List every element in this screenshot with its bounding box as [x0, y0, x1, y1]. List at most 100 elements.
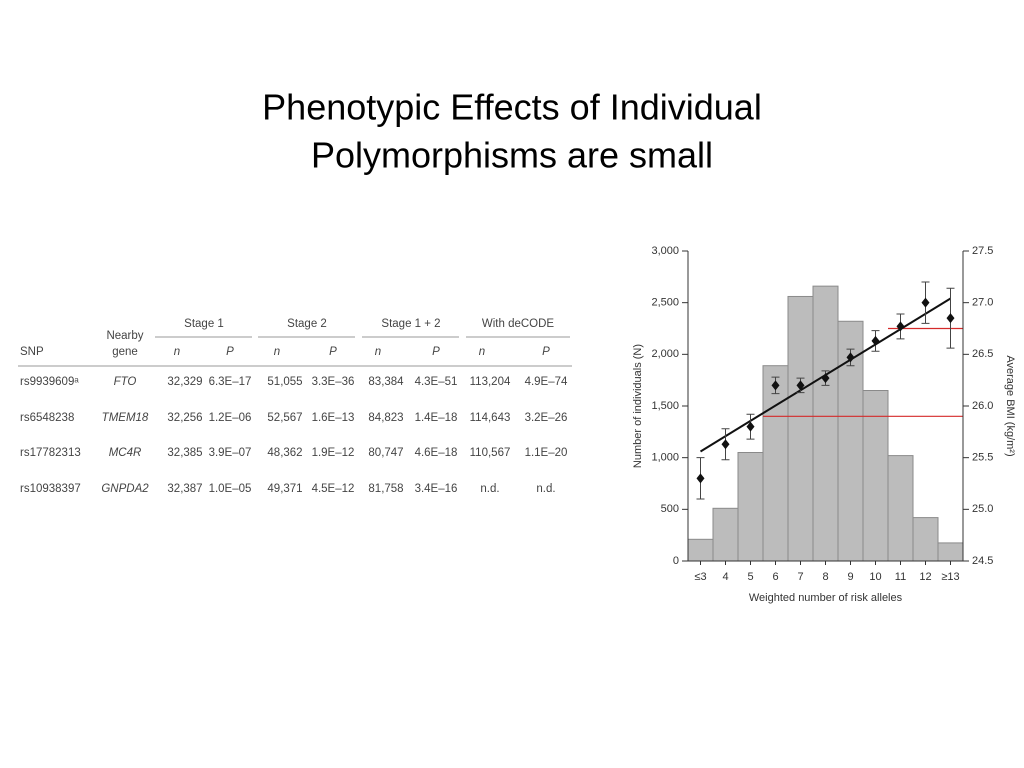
bmi-point	[846, 352, 855, 363]
x-tick-label: 6	[772, 571, 778, 583]
slide-title: Phenotypic Effects of Individual	[262, 87, 762, 128]
value-cell: 4.5E–12	[312, 483, 355, 495]
sub-header: P	[432, 346, 440, 358]
value-cell: 6.3E–17	[209, 376, 252, 388]
slide-title: Polymorphisms are small	[311, 135, 713, 176]
gene-cell: MC4R	[109, 447, 142, 459]
x-tick-label: 9	[847, 571, 853, 583]
y2-tick-label: 25.5	[972, 452, 993, 464]
value-cell: 84,823	[368, 412, 403, 424]
y2-tick-label: 25.0	[972, 503, 993, 515]
value-cell: 1.9E–12	[312, 447, 355, 459]
y2-axis-label: Average BMI (kg/m²)	[1004, 355, 1016, 456]
value-cell: 32,256	[167, 412, 202, 424]
bmi-point	[871, 335, 880, 346]
group-header: Stage 2	[287, 318, 327, 330]
value-cell: 113,204	[470, 376, 511, 388]
value-cell: 3.9E–07	[209, 447, 252, 459]
x-tick-label: 8	[822, 571, 828, 583]
bar	[737, 452, 764, 562]
gene-cell: GNPDA2	[101, 483, 149, 495]
bmi-point	[721, 439, 730, 450]
value-cell: 1.1E–20	[525, 447, 568, 459]
x-tick-label: 4	[722, 571, 728, 583]
sub-header: n	[375, 346, 381, 358]
value-cell: 110,567	[470, 447, 511, 459]
value-cell: 51,055	[267, 376, 302, 388]
y2-tick-label: 24.5	[972, 555, 993, 567]
value-cell: 114,643	[470, 412, 511, 424]
y-tick-label: 500	[661, 503, 679, 515]
value-cell: 4.6E–18	[415, 447, 458, 459]
value-cell: 81,758	[368, 483, 403, 495]
value-cell: 32,387	[167, 483, 202, 495]
snp-cell: rs6548238	[20, 412, 74, 424]
bar	[687, 538, 714, 562]
bmi-point	[946, 313, 955, 324]
value-cell: 80,747	[368, 447, 403, 459]
value-cell: 1.0E–05	[209, 483, 252, 495]
value-cell: 1.6E–13	[312, 412, 355, 424]
value-cell: 3.4E–16	[415, 483, 458, 495]
bar	[887, 455, 914, 562]
value-cell: 32,385	[167, 447, 202, 459]
value-cell: 4.9E–74	[525, 376, 568, 388]
y2-tick-label: 26.0	[972, 400, 993, 412]
value-cell: 3.3E–36	[312, 376, 355, 388]
column-header: Nearby	[106, 330, 143, 342]
sub-header: n	[479, 346, 485, 358]
snp-cell: rs9939609ᵃ	[20, 376, 79, 388]
x-tick-label: 5	[747, 571, 753, 583]
bmi-point	[771, 380, 780, 391]
bmi-point	[921, 297, 930, 308]
snp-cell: rs10938397	[20, 483, 81, 495]
value-cell: n.d.	[480, 483, 499, 495]
bar	[937, 542, 964, 562]
y-tick-label: 1,000	[651, 452, 679, 464]
bmi-point	[896, 321, 905, 332]
value-cell: n.d.	[536, 483, 555, 495]
x-tick-label: 10	[869, 571, 881, 583]
bar	[787, 295, 814, 562]
value-cell: 32,329	[167, 376, 202, 388]
y-tick-label: 2,500	[651, 297, 679, 309]
sub-header: n	[274, 346, 280, 358]
sub-header: P	[226, 346, 234, 358]
y2-tick-label: 26.5	[972, 348, 993, 360]
y-tick-label: 0	[673, 555, 679, 567]
bmi-point	[821, 373, 830, 384]
y2-tick-label: 27.5	[972, 245, 993, 257]
value-cell: 1.4E–18	[415, 412, 458, 424]
gene-cell: FTO	[114, 376, 137, 388]
value-cell: 52,567	[267, 412, 302, 424]
value-cell: 1.2E–06	[209, 412, 252, 424]
bar	[762, 365, 789, 562]
x-tick-label: ≤3	[694, 571, 706, 583]
x-tick-label: 12	[919, 571, 931, 583]
sub-header: P	[542, 346, 550, 358]
snp-cell: rs17782313	[20, 447, 81, 459]
x-tick-label: ≥13	[941, 571, 959, 583]
bmi-point	[696, 473, 705, 484]
bar	[912, 517, 939, 562]
gene-cell: TMEM18	[102, 412, 149, 424]
y-tick-label: 3,000	[651, 245, 679, 257]
value-cell: 48,362	[267, 447, 302, 459]
value-cell: 49,371	[267, 483, 302, 495]
group-header: Stage 1	[184, 318, 224, 330]
y-tick-label: 2,000	[651, 348, 679, 360]
sub-header: P	[329, 346, 337, 358]
value-cell: 4.3E–51	[415, 376, 458, 388]
x-tick-label: 11	[895, 571, 906, 583]
bar	[712, 507, 739, 562]
y-axis-label: Number of individuals (N)	[632, 344, 644, 468]
x-axis-label: Weighted number of risk alleles	[749, 592, 903, 604]
y-tick-label: 1,500	[651, 400, 679, 412]
group-header: Stage 1 + 2	[381, 318, 440, 330]
value-cell: 3.2E–26	[525, 412, 568, 424]
y2-tick-label: 27.0	[972, 297, 993, 309]
sub-header: n	[174, 346, 180, 358]
x-tick-label: 7	[797, 571, 803, 583]
group-header: With deCODE	[482, 318, 555, 330]
